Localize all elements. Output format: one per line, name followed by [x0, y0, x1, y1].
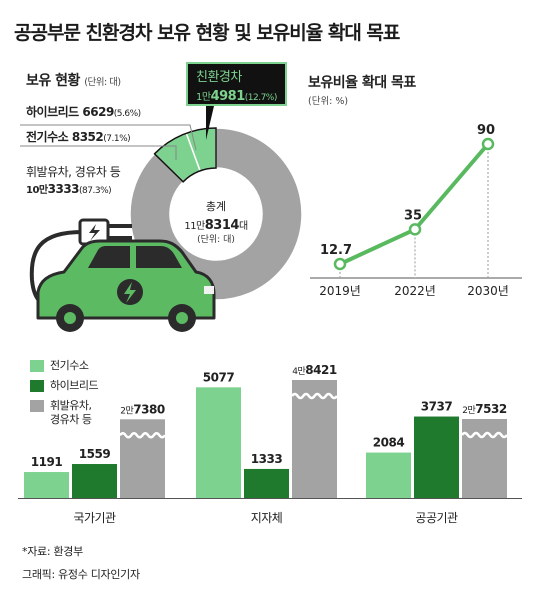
- bar-fuel: [462, 419, 507, 498]
- donut-eco-outline: [153, 127, 217, 183]
- legend-swatch-fuel: [30, 400, 44, 412]
- car-body: [36, 239, 216, 320]
- ratio-value-label: 90: [477, 123, 495, 138]
- ratio-point: [481, 137, 495, 151]
- ratio-line: [339, 142, 490, 266]
- leader-line-hydrogen: [20, 145, 177, 160]
- bar-value-label: 2만7380: [120, 402, 165, 416]
- source-note: *자료: 환경부: [22, 545, 83, 558]
- holdings-hydrogen-line: 전기수소 8352(7.1%): [26, 128, 131, 145]
- ratio-value-label: 35: [404, 208, 422, 223]
- legend-fuel-line2: 경유차 등: [50, 413, 92, 426]
- holdings-unit: (단위: 대): [84, 77, 121, 88]
- car-illustration: [29, 218, 216, 332]
- legend-swatch-hydrogen: [30, 360, 44, 372]
- total-rest: 8314: [204, 218, 240, 233]
- bar-category-label: 국가기관: [73, 511, 116, 525]
- fuel-pct: (87.3%): [79, 186, 112, 196]
- bar-hybrid: [414, 416, 459, 498]
- bar-category-label: 공공기관: [415, 511, 458, 525]
- bar-value-label: 5077: [203, 370, 235, 384]
- eco-value-prefix: 1만: [196, 92, 211, 103]
- legend-hybrid: 하이브리드: [50, 379, 99, 392]
- donut-total-unit: (단위: 대): [197, 235, 235, 245]
- bar-hybrid: [244, 468, 289, 498]
- axis-break-mark: [118, 432, 167, 439]
- ratio-x-label: 2022년: [394, 284, 436, 298]
- ratio-unit: (단위: %): [308, 96, 349, 107]
- total-suffix: 대: [238, 221, 248, 232]
- hybrid-value: 6629: [82, 105, 114, 119]
- bar-value-label: 2084: [373, 436, 405, 450]
- eco-label: 친환경차: [196, 70, 242, 85]
- hybrid-pct: (5.6%): [113, 109, 141, 119]
- ratio-title: 보유비율 확대 목표: [308, 75, 416, 91]
- bar-hydrogen: [24, 472, 69, 498]
- bar-value-label: 1191: [31, 455, 63, 469]
- bar-value-label: 1559: [79, 447, 111, 461]
- ratio-point: [408, 223, 422, 236]
- bar-value-label: 3737: [421, 400, 453, 414]
- holdings-fuel-value: 10만3333(87.3%): [26, 181, 112, 196]
- total-prefix: 11만: [184, 221, 205, 232]
- hybrid-name: 하이브리드: [26, 105, 79, 119]
- bar-fuel: [292, 380, 337, 498]
- ratio-value-label: 12.7: [320, 243, 352, 258]
- legend-hydrogen: 전기수소: [50, 359, 89, 372]
- legend-swatch-hybrid: [30, 380, 44, 392]
- eco-value: 1만4981(12.7%): [196, 85, 277, 104]
- donut-total-label: 총계: [205, 200, 227, 213]
- axis-break-mark: [460, 431, 509, 439]
- eco-callout-pointer: [206, 106, 214, 140]
- holdings-hybrid-line: 하이브리드 6629(5.6%): [26, 103, 141, 120]
- bar-hydrogen: [366, 452, 411, 498]
- axis-break-mark: [290, 392, 339, 400]
- bar-fuel: [120, 419, 165, 498]
- eco-value-rest: 4981: [210, 89, 246, 104]
- ratio-point: [333, 257, 347, 271]
- donut-total-value: 11만8314대: [166, 214, 266, 233]
- hydrogen-name: 전기수소: [26, 130, 69, 144]
- bar-value-label: 2만7532: [462, 402, 507, 416]
- leader-line-hybrid: [20, 124, 197, 151]
- hydrogen-pct: (7.1%): [103, 134, 131, 144]
- fuel-value-rest: 3333: [47, 182, 80, 196]
- graphic-credit: 그래픽: 유정수 디자인기자: [22, 568, 140, 581]
- holdings-title: 보유 현황 (단위: 대): [26, 70, 121, 90]
- bar-hydrogen: [196, 387, 241, 498]
- eco-pct: (12.7%): [244, 93, 278, 103]
- page-title: 공공부문 친환경차 보유 현황 및 보유비율 확대 목표: [14, 22, 400, 44]
- ratio-x-label: 2019년: [319, 284, 361, 298]
- ratio-x-label: 2030년: [467, 284, 509, 298]
- eco-callout: 친환경차 1만4981(12.7%): [186, 62, 287, 106]
- bar-chart: 1191 1559 2만7380 국가기관 5077 1333 4만8421 지자체 2084 3…: [18, 363, 522, 525]
- bar-value-label: 4만8421: [292, 363, 337, 377]
- holdings-title-text: 보유 현황: [26, 73, 80, 89]
- legend-fuel-line1: 휘발유차,: [50, 399, 92, 412]
- car-wheels: [56, 304, 196, 332]
- bar-category-label: 지자체: [251, 511, 283, 525]
- bar-value-label: 1333: [251, 452, 283, 466]
- hydrogen-value: 8352: [71, 130, 104, 144]
- fuel-name: 휘발유차, 경유차 등: [26, 165, 121, 179]
- bar-hybrid: [72, 464, 117, 498]
- ratio-line-chart: 12.7 2019년 35 2022년 90 2030년: [310, 123, 522, 298]
- fuel-value-prefix: 10만: [26, 185, 48, 196]
